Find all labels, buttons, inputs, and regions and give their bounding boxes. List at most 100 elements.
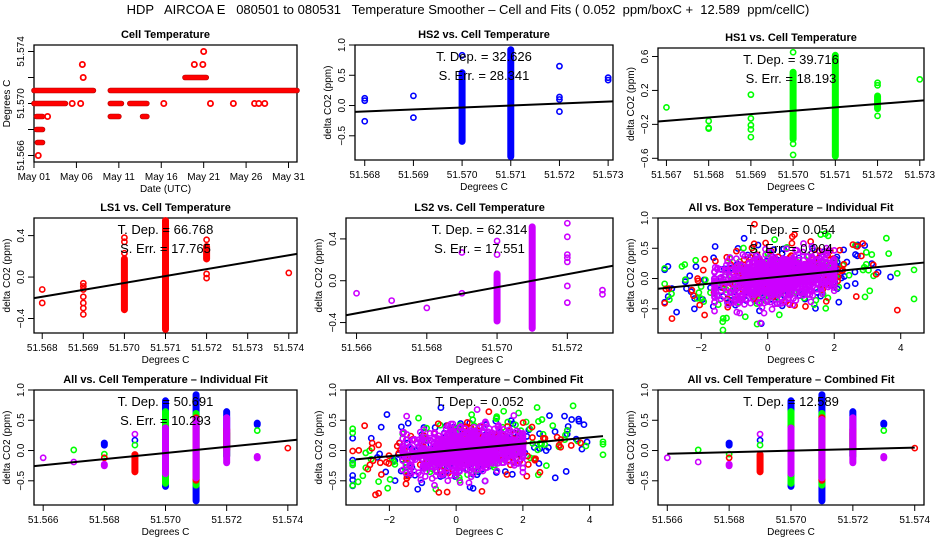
- panel-ls2-vs-cell: LS2 vs. Cell Temperature 51.566 51.568 51.5…: [314, 202, 614, 366]
- data-point-ls2: [447, 434, 455, 442]
- data-point: [874, 79, 881, 87]
- data-point-hs2: [835, 298, 843, 306]
- x-tick-label: 51.574: [899, 515, 930, 526]
- data-point-ls2: [804, 265, 811, 273]
- y-axis-label: delta CO2 (ppm): [314, 239, 325, 313]
- data-point-ls2: [830, 287, 838, 295]
- data-point-hs2: [418, 479, 426, 487]
- data-point: [705, 125, 713, 133]
- x-axis-label: Degrees C: [142, 355, 190, 366]
- fit-line: [33, 438, 298, 468]
- data-point-hs1: [719, 314, 727, 322]
- data-point: [203, 274, 210, 282]
- data-point-ls1: [854, 242, 861, 250]
- data-point-ls2: [808, 242, 816, 250]
- data-point-ls2: [807, 298, 815, 306]
- data-point-ls2: [765, 284, 773, 292]
- data-point-ls2: [774, 259, 781, 266]
- data-point-hs1: [493, 414, 501, 422]
- data-point-ls1: [791, 231, 798, 239]
- data-point-ls2: [720, 283, 728, 290]
- data-points: [663, 391, 919, 505]
- data-point: [563, 299, 571, 307]
- data-point: [121, 249, 128, 257]
- data-point: [388, 297, 396, 304]
- data-point: [410, 114, 417, 122]
- data-point-ls2: [777, 267, 785, 275]
- x-tick-label: 51.571: [150, 343, 181, 354]
- x-tick-label: 51.568: [349, 170, 380, 181]
- x-tick-label: 51.572: [862, 170, 893, 181]
- data-point-ls1: [528, 423, 536, 431]
- data-point-hs2: [551, 474, 559, 482]
- data-point-ls1: [802, 303, 809, 310]
- data-point-ls2: [494, 423, 502, 431]
- data-point: [458, 51, 466, 59]
- data-point-hs1: [543, 462, 550, 470]
- data-point-hs1: [469, 416, 477, 424]
- x-tick-label: 51.572: [191, 343, 222, 354]
- data-point-ls2: [741, 300, 748, 308]
- data-point-ls2: [803, 285, 811, 292]
- data-point-ls2: [473, 406, 481, 413]
- y-tick-label: 51.574: [16, 36, 27, 67]
- data-point-ls2: [510, 412, 518, 419]
- data-point-ls2: [752, 268, 760, 276]
- data-point: [199, 61, 207, 69]
- fit-annotation: S. Err. = 28.341: [439, 68, 530, 83]
- data-point-hs2: [580, 421, 588, 429]
- data-point-ls2: [488, 432, 496, 439]
- data-point-ls2: [470, 429, 478, 437]
- data-column-ls2: [756, 430, 764, 438]
- data-point-ls2: [421, 473, 429, 480]
- data-point-ls2: [808, 260, 816, 268]
- data-point-ls2: [488, 429, 496, 437]
- data-point-ls2: [429, 435, 437, 443]
- data-point-hs2: [711, 243, 719, 250]
- data-point-ls2: [714, 292, 722, 300]
- data-point-ls2: [435, 441, 443, 448]
- data-point-ls2: [406, 461, 414, 469]
- fit-line: [667, 446, 915, 455]
- data-point-hs1: [861, 293, 869, 301]
- panel-title: All vs. Box Temperature – Individual Fit: [688, 202, 894, 214]
- data-point-ls2: [439, 463, 447, 471]
- data-point-ls1: [699, 266, 707, 274]
- fit-annotation: T. Dep. = 0.054: [747, 222, 836, 237]
- y-tick-label: 1.0: [328, 383, 339, 397]
- data-point-hs2: [542, 447, 550, 455]
- data-point-hs2: [349, 434, 357, 442]
- panel-hs1-vs-cell: HS1 vs. Cell Temperature 51.567 51.568 51.5…: [626, 32, 936, 193]
- data-point-hs2: [383, 411, 391, 418]
- data-column-hs2: [880, 419, 888, 429]
- data-point-ls1: [503, 471, 511, 478]
- data-point: [361, 94, 369, 102]
- data-point-hs1: [665, 296, 673, 303]
- x-tick-label: 51.570: [150, 515, 181, 526]
- x-tick-label: May 21: [187, 172, 220, 183]
- data-point-ls2: [830, 277, 838, 284]
- data-point-hs1: [862, 248, 870, 256]
- data-point: [79, 304, 87, 312]
- data-point-ls2: [510, 461, 518, 469]
- panel-title: All vs. Cell Temperature – Individual Fi…: [63, 374, 268, 386]
- data-point-ls2: [817, 277, 825, 285]
- data-point-ls2: [471, 453, 478, 461]
- fit-annotation: T. Dep. = 0.052: [435, 394, 524, 409]
- x-tick-label: 51.566: [341, 343, 372, 354]
- data-point-ls2: [739, 251, 747, 258]
- data-point-ls2: [403, 412, 411, 420]
- data-point-ls2: [780, 297, 787, 305]
- data-point: [604, 74, 612, 82]
- data-column-hs1: [253, 427, 261, 434]
- data-point-ls2: [756, 283, 764, 291]
- data-point-ls2: [465, 479, 473, 487]
- data-point-ls2: [830, 284, 838, 292]
- data-point-ls2: [456, 479, 464, 486]
- data-point: [747, 133, 755, 141]
- data-points: [39, 391, 292, 505]
- data-point-hs2: [377, 423, 385, 431]
- data-point-ls2: [760, 309, 768, 317]
- plot-frame: [354, 44, 614, 161]
- panel-all-vs-cell-individual: All vs. Cell Temperature – Individual Fi…: [2, 374, 304, 538]
